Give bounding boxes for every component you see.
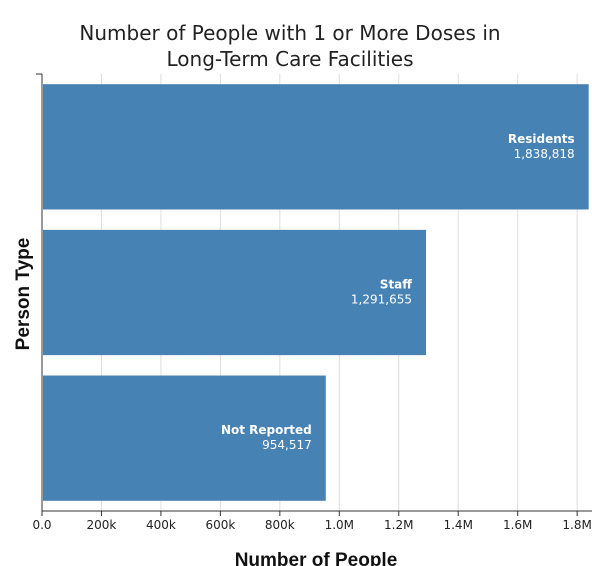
x-tick-label: 800k bbox=[265, 518, 295, 532]
axes bbox=[36, 73, 592, 512]
bar-value-label: 1,291,655 bbox=[351, 293, 412, 307]
bar-value-label: 954,517 bbox=[262, 438, 312, 452]
x-tick-label: 600k bbox=[205, 518, 235, 532]
bar-residents bbox=[43, 84, 589, 210]
bar-category-label: Not Reported bbox=[221, 423, 312, 437]
bar-category-label: Staff bbox=[380, 278, 412, 292]
chart-title: Number of People with 1 or More Doses in… bbox=[79, 21, 500, 71]
x-tick-label: 1.8M bbox=[562, 518, 591, 532]
x-tick-label: 0.0 bbox=[32, 518, 51, 532]
x-tick-label: 1.2M bbox=[384, 518, 413, 532]
chart-title-line-1: Number of People with 1 or More Doses in bbox=[79, 21, 500, 45]
x-tick-label: 1.4M bbox=[443, 518, 472, 532]
bar-not-reported bbox=[43, 375, 326, 501]
bar-staff bbox=[43, 229, 427, 356]
x-tick-label: 200k bbox=[87, 518, 117, 532]
y-axis-title: Person Type bbox=[13, 238, 34, 351]
x-axis-ticks: 0.0 200k 400k 600k 800k 1.0M 1.2M 1.4M 1.6M 1.8M bbox=[32, 511, 592, 532]
bar-value-label: 1,838,818 bbox=[514, 147, 575, 161]
x-axis-title: Number of People bbox=[235, 550, 398, 566]
x-tick-label: 1.6M bbox=[503, 518, 532, 532]
bar-category-label: Residents bbox=[508, 132, 575, 146]
x-tick-label: 1.0M bbox=[325, 518, 354, 532]
chart-title-line-2: Long-Term Care Facilities bbox=[167, 47, 414, 71]
x-tick-label: 400k bbox=[146, 518, 176, 532]
